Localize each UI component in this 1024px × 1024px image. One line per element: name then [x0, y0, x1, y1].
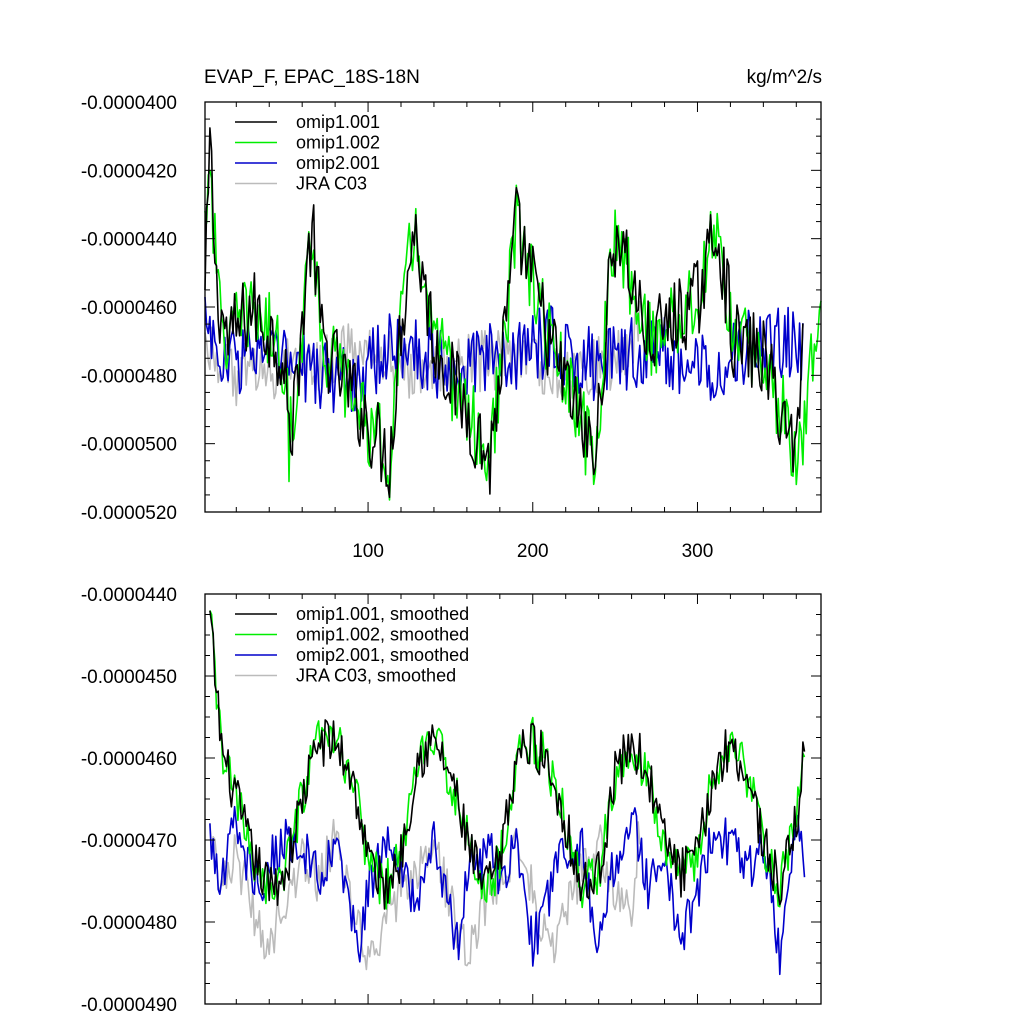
y-tick-label: -0.0000470	[81, 831, 177, 852]
y-tick-label: -0.0000520	[81, 503, 177, 524]
series-line-omip2-001-smoothed	[209, 805, 806, 976]
legend-label: JRA C03, smoothed	[296, 666, 456, 686]
x-tick-label: 100	[352, 541, 384, 562]
y-tick-label: -0.0000400	[81, 93, 177, 114]
series-line-omip2-001	[204, 296, 804, 414]
y-tick-label: -0.0000440	[81, 230, 177, 251]
y-tick-label: -0.0000460	[81, 749, 177, 770]
y-tick-label: -0.0000450	[81, 667, 177, 688]
legend-label: omip1.002, smoothed	[296, 625, 469, 645]
top-panel: EVAP_F, EPAC_18S-18N kg/m^2/s -0.0000400…	[81, 67, 822, 562]
series-line-jra-c03-smoothed	[209, 818, 641, 971]
legend-label: omip1.001, smoothed	[296, 604, 469, 624]
top-panel-series-lines	[204, 127, 822, 501]
legend-label: omip2.001	[296, 153, 380, 173]
y-tick-label: -0.0000420	[81, 161, 177, 182]
legend-label: JRA C03	[296, 174, 367, 194]
y-tick-label: -0.0000500	[81, 435, 177, 456]
y-tick-label: -0.0000480	[81, 913, 177, 934]
series-line-omip1-001-smoothed	[209, 610, 806, 910]
x-tick-label: 200	[517, 541, 549, 562]
series-line-omip1-001	[204, 127, 804, 499]
x-tick-label: 300	[682, 541, 714, 562]
series-line-jra-c03	[204, 300, 641, 407]
legend-label: omip2.001, smoothed	[296, 645, 469, 665]
legend-label: omip1.002	[296, 133, 380, 153]
y-tick-label: -0.0000460	[81, 298, 177, 319]
bottom-panel: -0.0000440 -0.0000450 -0.0000460 -0.0000470…	[81, 585, 822, 1016]
top-panel-ticks: -0.0000400 -0.0000420 -0.0000440 -0.0000460…	[81, 93, 821, 562]
top-panel-title: EVAP_F, EPAC_18S-18N	[204, 67, 420, 88]
top-panel-units: kg/m^2/s	[747, 67, 822, 88]
bottom-panel-series-lines	[209, 610, 806, 976]
bottom-panel-ticks: -0.0000440 -0.0000450 -0.0000460 -0.0000470…	[81, 585, 821, 1016]
y-tick-label: -0.0000480	[81, 366, 177, 387]
y-tick-label: -0.0000490	[81, 995, 177, 1016]
legend-label: omip1.001	[296, 112, 380, 132]
y-tick-label: -0.0000440	[81, 585, 177, 606]
